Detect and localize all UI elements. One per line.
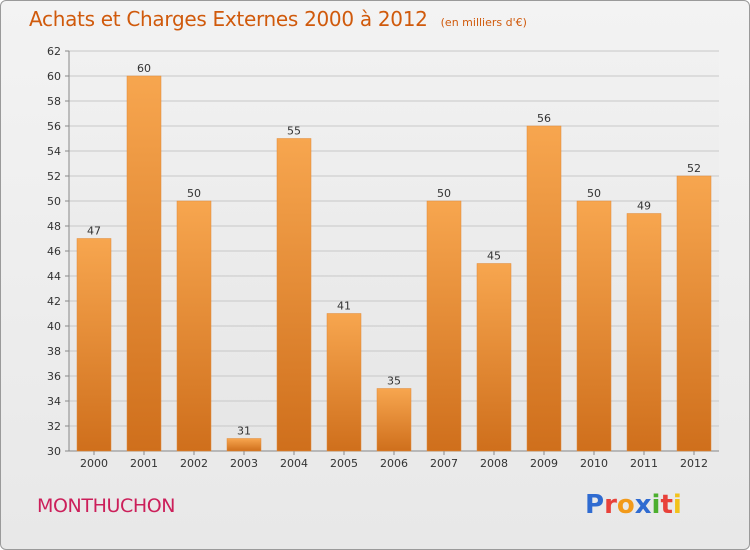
y-tick-label: 36 [47,370,61,383]
x-tick-label-2001: 2001 [130,457,158,470]
data-label-2007: 50 [437,187,451,200]
bar-2008 [476,263,512,452]
title-row: Achats et Charges Externes 2000 à 2012 (… [29,7,527,31]
logo-letter: i [651,490,661,520]
x-tick-label-2007: 2007 [430,457,458,470]
x-tick-label-2005: 2005 [330,457,358,470]
y-tick-label: 40 [47,320,61,333]
y-tick-label: 56 [47,120,61,133]
x-tick-label-2004: 2004 [280,457,308,470]
bar-2009 [526,125,562,452]
y-tick-label: 60 [47,70,61,83]
logo-letter: P [585,490,605,520]
x-tick-label-2010: 2010 [580,457,608,470]
x-tick-label-2011: 2011 [630,457,658,470]
data-label-2009: 56 [537,112,551,125]
data-label-2000: 47 [87,225,101,238]
y-tick-label: 38 [47,345,61,358]
bar-2011 [626,213,662,452]
logo-letter: r [604,490,617,520]
x-tick-label-2002: 2002 [180,457,208,470]
data-label-2002: 50 [187,187,201,200]
bar-2002 [176,200,212,452]
data-label-2005: 41 [337,300,351,313]
data-label-2011: 49 [637,200,651,213]
logo-letter: x [634,490,652,520]
x-tick-label-2008: 2008 [480,457,508,470]
y-tick-label: 34 [47,395,61,408]
bar-2012 [676,175,712,452]
x-tick-label-2006: 2006 [380,457,408,470]
bar-2001 [126,75,162,452]
y-tick-label: 48 [47,220,61,233]
logo-letter: t [660,490,673,520]
y-tick-label: 46 [47,245,61,258]
bar-2000 [76,238,112,452]
data-label-2012: 52 [687,162,701,175]
y-tick-label: 50 [47,195,61,208]
data-label-2004: 55 [287,125,301,138]
commune-name: MONTHUCHON [37,495,176,517]
bar-2003 [226,438,262,452]
bar-2005 [326,313,362,452]
data-label-2003: 31 [237,425,251,438]
logo-letter: i [672,490,682,520]
y-tick-label: 62 [47,45,61,58]
x-tick-label-2009: 2009 [530,457,558,470]
y-tick-label: 32 [47,420,61,433]
data-label-2008: 45 [487,250,501,263]
bar-2004 [276,138,312,452]
chart-unit: (en milliers d'€) [440,16,527,29]
logo-letter: o [616,490,635,520]
bar-2007 [426,200,462,452]
bar-2006 [376,388,412,452]
y-tick-label: 54 [47,145,61,158]
data-label-2001: 60 [137,62,151,75]
y-tick-label: 42 [47,295,61,308]
y-tick-label: 30 [47,445,61,458]
y-tick-label: 58 [47,95,61,108]
x-tick-label-2012: 2012 [680,457,708,470]
data-label-2006: 35 [387,375,401,388]
bar-2010 [576,200,612,452]
x-tick-label-2003: 2003 [230,457,258,470]
y-tick-label: 44 [47,270,61,283]
chart-title: Achats et Charges Externes 2000 à 2012 [29,7,428,31]
x-tick-label-2000: 2000 [80,457,108,470]
y-tick-label: 52 [47,170,61,183]
proxiti-logo[interactable]: Proxiti [585,490,682,520]
data-label-2010: 50 [587,187,601,200]
